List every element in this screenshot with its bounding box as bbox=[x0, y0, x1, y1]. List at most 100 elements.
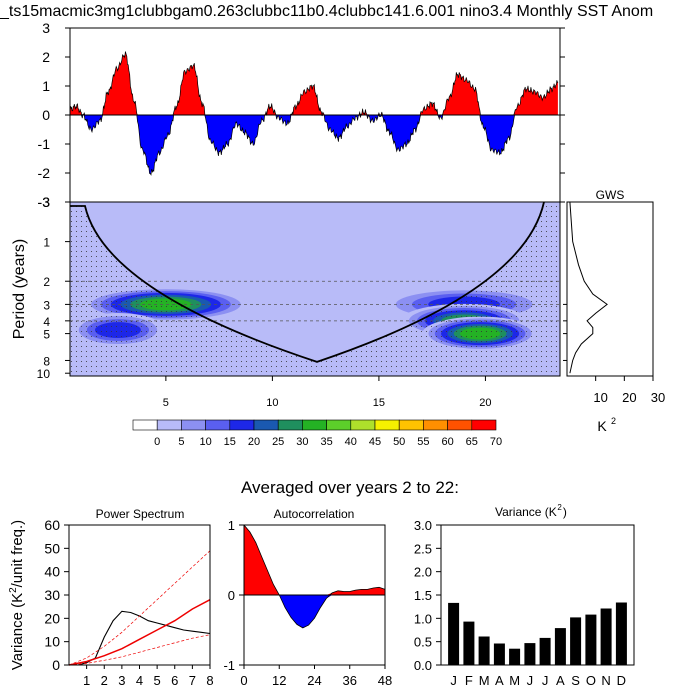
colorbar-swatch bbox=[350, 419, 376, 431]
wavelet-y-tick-label: 5 bbox=[43, 328, 50, 342]
power-spectrum-y-tick-label: 50 bbox=[44, 540, 60, 556]
power-spectrum-x-tick-label: 8 bbox=[206, 673, 213, 688]
colorbar-swatch bbox=[132, 419, 158, 431]
gws-x-tick-label: 20 bbox=[622, 390, 636, 405]
wavelet-y-tick-label: 10 bbox=[37, 367, 51, 381]
power-spectrum-y-axis: 60 50 40 30 20 10 0 bbox=[44, 517, 69, 673]
colorbar-label: 55 bbox=[417, 436, 429, 448]
variance-month-label: S bbox=[571, 673, 580, 688]
timeseries-y-tick-label: -3 bbox=[38, 194, 51, 210]
variance-bar bbox=[509, 648, 521, 665]
gws-title: GWS bbox=[596, 188, 625, 202]
timeseries-y-tick-label: -2 bbox=[38, 165, 51, 181]
autocorrelation-y-tick-label: 1 bbox=[228, 518, 235, 533]
variance-bar bbox=[539, 637, 551, 665]
wavelet-top-label: -3 bbox=[38, 194, 51, 210]
timeseries-negative-fill bbox=[70, 115, 558, 175]
variance-month-label: J bbox=[527, 673, 534, 688]
lower-confidence-line bbox=[68, 634, 211, 666]
colorbar-label: 5 bbox=[178, 436, 184, 448]
power-spectrum-y-tick-label: 60 bbox=[44, 517, 60, 533]
variance-month-label: A bbox=[556, 673, 565, 688]
autocorrelation-title: Autocorrelation bbox=[274, 507, 355, 521]
variance-month-label: A bbox=[495, 673, 504, 688]
variance-month-label: M bbox=[509, 673, 520, 688]
colorbar: 0 5 10 15 20 25 30 35 40 45 50 55 60 65 70 bbox=[132, 419, 502, 448]
variance-bar bbox=[524, 643, 536, 665]
colorbar-label: 10 bbox=[199, 436, 211, 448]
colorbar-label: 20 bbox=[248, 436, 260, 448]
colorbar-label: 30 bbox=[296, 436, 308, 448]
variance-bar bbox=[615, 602, 627, 665]
wavelet-y-tick-label: 1 bbox=[43, 236, 50, 250]
variance-y-tick-label: 3.0 bbox=[414, 518, 432, 533]
variance-bar bbox=[478, 636, 490, 665]
autocorrelation-x-tick-label: 0 bbox=[240, 673, 247, 688]
timeseries-y-tick-label: 3 bbox=[42, 20, 50, 36]
power-spectrum-x-tick-label: 3 bbox=[118, 673, 125, 688]
variance-bar bbox=[570, 617, 582, 665]
wavelet-y-label: Period (years) bbox=[11, 239, 28, 339]
colorbar-swatch bbox=[181, 419, 206, 431]
colorbar-label: 40 bbox=[345, 436, 357, 448]
cone-of-influence bbox=[70, 201, 545, 363]
power-spectrum-x-tick-label: 5 bbox=[154, 673, 161, 688]
power-spectrum-y-tick-label: 20 bbox=[44, 610, 60, 626]
colorbar-swatch bbox=[374, 419, 400, 431]
variance-y-tick-label: 0.5 bbox=[414, 635, 432, 650]
timeseries-y-tick-label: -1 bbox=[38, 136, 51, 152]
autocorrelation-y-tick-label: -1 bbox=[223, 658, 235, 673]
colorbar-swatch bbox=[447, 419, 473, 431]
colorbar-swatch bbox=[423, 419, 448, 431]
gws-panel: GWS 10 20 30 K 2 bbox=[563, 188, 665, 434]
colorbar-swatch bbox=[253, 419, 279, 431]
variance-y-tick-label: 1.5 bbox=[414, 588, 432, 603]
colorbar-swatch bbox=[398, 419, 424, 431]
variance-y-tick-label: 1.0 bbox=[414, 611, 432, 626]
colorbar-label: 15 bbox=[224, 436, 236, 448]
upper-confidence-line bbox=[68, 550, 211, 666]
colorbar-swatch bbox=[229, 419, 255, 431]
gws-x-label-superscript: 2 bbox=[611, 416, 616, 426]
variance-y-axis: 3.0 2.5 2.0 1.5 1.0 0.5 0.0 bbox=[414, 518, 441, 673]
wavelet-x-tick-label: 15 bbox=[373, 397, 385, 409]
timeseries-positive-fill bbox=[70, 51, 558, 115]
timeseries-panel: 3 2 1 0 -1 -2 -3 bbox=[38, 20, 565, 210]
main-title: _ts15macmic3mg1clubbgam0.263clubbc11b0.4… bbox=[0, 3, 654, 20]
power-spectrum-y-tick-label: 40 bbox=[44, 564, 60, 580]
red-noise-line bbox=[68, 599, 211, 666]
autocorrelation-line bbox=[243, 524, 386, 629]
power-spectrum-y-label-superscript: 2 bbox=[8, 587, 19, 593]
power-spectrum-y-label-rest: /unit freq.) bbox=[9, 520, 26, 588]
variance-month-label: F bbox=[465, 673, 473, 688]
gws-x-tick-label: 30 bbox=[651, 390, 665, 405]
variance-y-tick-label: 2.5 bbox=[414, 541, 432, 556]
power-spectrum-line bbox=[69, 610, 211, 666]
wavelet-x-tick-label: 5 bbox=[163, 397, 169, 409]
autocorrelation-area bbox=[243, 524, 386, 629]
variance-bar bbox=[493, 643, 505, 665]
gws-x-axis: 10 20 30 bbox=[563, 303, 665, 405]
variance-y-tick-label: 0.0 bbox=[414, 658, 432, 673]
colorbar-swatch bbox=[277, 419, 303, 431]
autocorrelation-positive-fill bbox=[244, 525, 385, 595]
power-spectrum-x-tick-label: 4 bbox=[136, 673, 143, 688]
wavelet-x-axis: 5 10 15 20 bbox=[163, 376, 492, 409]
colorbar-swatch bbox=[471, 419, 497, 431]
wavelet-y-tick-label: 4 bbox=[43, 315, 50, 329]
timeseries-y-tick-label: 0 bbox=[42, 107, 50, 123]
averaging-subtitle: Averaged over years 2 to 22: bbox=[241, 478, 459, 497]
autocorrelation-y-tick-label: 0 bbox=[228, 588, 235, 603]
gws-x-label: K bbox=[597, 418, 607, 434]
variance-bar bbox=[463, 621, 475, 665]
variance-y-tick-label: 2.0 bbox=[414, 565, 432, 580]
variance-month-label: O bbox=[586, 673, 596, 688]
power-spectrum-y-tick-label: 0 bbox=[52, 657, 60, 673]
wavelet-x-tick-label: 10 bbox=[266, 397, 278, 409]
timeseries-area bbox=[69, 51, 559, 176]
autocorrelation-x-tick-label: 12 bbox=[272, 673, 286, 688]
